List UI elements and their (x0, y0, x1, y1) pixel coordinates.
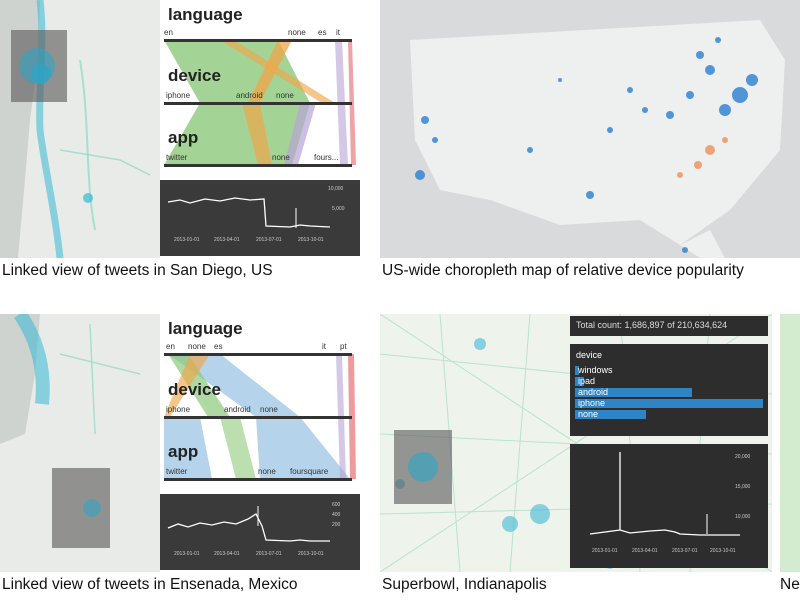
category-label[interactable]: en (166, 342, 175, 351)
total-count-bar: Total count: 1,686,897 of 210,634,624 (570, 316, 768, 336)
timeline-line (167, 197, 331, 228)
category-label[interactable]: twitter (166, 467, 188, 476)
timeline-y-label: 400 (332, 512, 341, 518)
category-label[interactable]: en (164, 28, 173, 37)
dimension-title: language (168, 5, 243, 24)
dimension-title: language (168, 319, 243, 338)
timeline-line (589, 452, 740, 536)
dimension-axis[interactable] (164, 353, 352, 356)
selection-density (19, 48, 55, 84)
category-label[interactable]: none (188, 342, 206, 351)
timeline-y-label: 5,000 (332, 206, 345, 212)
dimension-axis[interactable] (164, 102, 352, 105)
histogram-bar-label: none (578, 409, 599, 419)
timeline-tick: 2013-10-01 (298, 237, 324, 243)
category-label[interactable]: none (288, 28, 306, 37)
san-diego-map[interactable] (0, 0, 160, 258)
category-label[interactable]: twitter (166, 153, 188, 162)
panel-cutoff (780, 314, 800, 572)
histogram-bar-label: android (578, 387, 609, 397)
category-label[interactable]: es (214, 342, 223, 351)
caption-san-diego: Linked view of tweets in San Diego, US (2, 262, 273, 279)
category-label[interactable]: none (272, 153, 290, 162)
timeline-tick: 2013-01-01 (592, 548, 618, 554)
panel-san-diego: language en none es it device iphone and… (0, 0, 372, 258)
timeline-bottom[interactable]: 600 400 200 2013-01-01 2013-04-01 2013-0… (160, 494, 360, 570)
category-label[interactable]: android (224, 405, 251, 414)
parallel-sets-top[interactable]: language en none es it device iphone and… (160, 0, 360, 172)
selection-box[interactable] (11, 30, 67, 102)
category-label[interactable]: iphone (166, 91, 191, 100)
category-label[interactable]: it (336, 28, 340, 37)
panel-ensenada: language en none es it pt device iphone … (0, 314, 372, 572)
ribbons (164, 354, 356, 479)
selection-density (83, 499, 101, 517)
us-choropleth-map[interactable] (380, 0, 800, 258)
dimension-title: device (168, 380, 221, 399)
timeline-tick: 2013-10-01 (298, 551, 324, 557)
timeline-tick: 2013-01-01 (174, 551, 200, 557)
total-count: Total count: 1,686,897 of 210,634,624 (576, 320, 728, 330)
timeline-tick: 2013-04-01 (214, 551, 240, 557)
dimension-axis[interactable] (164, 164, 352, 167)
selection-box[interactable] (394, 430, 452, 504)
dimension-title: app (168, 128, 199, 147)
dimension-title: device (168, 66, 221, 85)
caption-ensenada: Linked view of tweets in Ensenada, Mexic… (2, 576, 298, 593)
category-label[interactable]: none (258, 467, 276, 476)
timeline-top[interactable]: 10,000 5,000 2013-01-01 2013-04-01 2013-… (160, 180, 360, 256)
dimension-title: app (168, 442, 199, 461)
device-histogram[interactable]: device windows ipad android iphone none (570, 344, 768, 436)
timeline-superbowl[interactable]: 20,000 15,000 10,000 2013-01-01 2013-04-… (570, 444, 768, 568)
histogram-bar[interactable] (575, 377, 585, 386)
timeline-tick: 2013-04-01 (214, 237, 240, 243)
category-label[interactable]: iphone (166, 405, 191, 414)
panel-superbowl: Total count: 1,686,897 of 210,634,624 de… (380, 314, 772, 572)
histogram-bar-label: iphone (578, 398, 606, 408)
category-label[interactable]: it (322, 342, 326, 351)
category-label[interactable]: none (260, 405, 278, 414)
dimension-axis[interactable] (164, 416, 352, 419)
caption-cutoff: Ne (780, 576, 800, 593)
category-label[interactable]: pt (340, 342, 347, 351)
timeline-tick: 2013-07-01 (672, 548, 698, 554)
histogram-bar[interactable] (575, 388, 692, 397)
timeline-tick: 2013-10-01 (710, 548, 736, 554)
histogram-title: device (576, 350, 603, 360)
category-label[interactable]: foursquare (290, 467, 329, 476)
category-label[interactable]: android (236, 91, 263, 100)
timeline-tick: 2013-04-01 (632, 548, 658, 554)
ribbons (164, 40, 356, 165)
histogram-bar-label: windows (578, 365, 613, 375)
timeline-y-label: 600 (332, 502, 341, 508)
category-label[interactable]: none (276, 91, 294, 100)
category-label[interactable]: es (318, 28, 327, 37)
caption-superbowl: Superbowl, Indianapolis (382, 576, 547, 593)
histogram-bar[interactable] (575, 410, 647, 419)
parallel-sets-bottom[interactable]: language en none es it pt device iphone … (160, 314, 360, 486)
histogram-bar[interactable] (575, 399, 763, 408)
timeline-tick: 2013-07-01 (256, 551, 282, 557)
dimension-axis[interactable] (164, 478, 352, 481)
selection-box[interactable] (52, 468, 110, 548)
dimension-axis[interactable] (164, 39, 352, 42)
timeline-y-label: 10,000 (735, 514, 751, 520)
caption-us-map: US-wide choropleth map of relative devic… (382, 262, 744, 279)
timeline-y-label: 15,000 (735, 484, 751, 490)
timeline-tick: 2013-07-01 (256, 237, 282, 243)
timeline-y-label: 200 (332, 522, 341, 528)
timeline-tick: 2013-01-01 (174, 237, 200, 243)
panel-us-map (380, 0, 800, 258)
timeline-line (167, 506, 330, 542)
category-label[interactable]: fours... (314, 153, 339, 162)
histogram-bar[interactable] (575, 366, 579, 375)
timeline-y-label: 10,000 (328, 186, 344, 192)
selection-density (408, 452, 438, 482)
timeline-y-label: 20,000 (735, 454, 751, 460)
histogram-bar-label: ipad (578, 376, 596, 386)
